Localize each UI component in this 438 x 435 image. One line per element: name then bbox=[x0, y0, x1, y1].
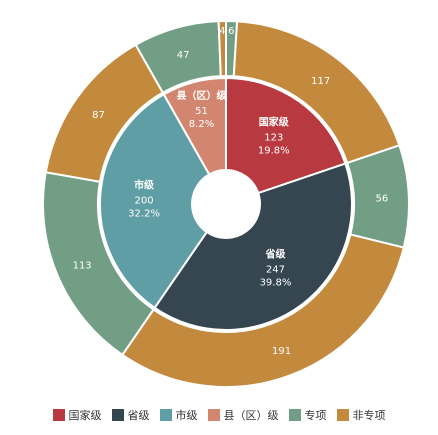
legend-label: 省级 bbox=[127, 409, 150, 422]
inner-slice[interactable] bbox=[225, 76, 347, 195]
legend-swatch bbox=[52, 409, 65, 421]
inner-category-label: 国家级 bbox=[259, 115, 290, 128]
inner-category-label: 县（区）级 bbox=[177, 89, 228, 102]
inner-ring bbox=[99, 76, 353, 331]
outer-value-label: 117 bbox=[311, 76, 330, 87]
legend-item-municipal[interactable]: 市级 bbox=[159, 407, 198, 423]
chart-canvas: 6 117 56 191 113 87 47 4 国家级 123 19.8% 省级 247 39.8% 市级… bbox=[42, 19, 410, 388]
data-labels: 6 117 56 191 113 87 47 4 国家级 123 19.8% 省级 247 39.8% 市级… bbox=[73, 26, 389, 357]
legend-label: 县（区）级 bbox=[223, 409, 279, 422]
legend-swatch bbox=[159, 409, 172, 421]
inner-slice[interactable] bbox=[99, 93, 211, 310]
legend-swatch bbox=[207, 409, 220, 421]
legend-item-provincial[interactable]: 省级 bbox=[111, 407, 150, 423]
legend-swatch bbox=[288, 409, 301, 421]
outer-value-label: 4 bbox=[219, 26, 225, 37]
inner-category-label: 省级 bbox=[264, 247, 286, 260]
outer-slice[interactable] bbox=[217, 19, 227, 78]
legend-label: 专项 bbox=[304, 409, 327, 422]
inner-value-label: 200 bbox=[135, 195, 154, 206]
outer-value-label: 113 bbox=[73, 260, 92, 271]
inner-slice[interactable] bbox=[153, 162, 353, 331]
legend-swatch bbox=[111, 409, 124, 421]
inner-value-label: 51 bbox=[195, 106, 208, 117]
outer-ring bbox=[42, 19, 410, 388]
legend-swatch bbox=[336, 409, 349, 421]
inner-percent-label: 32.2% bbox=[128, 208, 160, 219]
outer-value-label: 87 bbox=[92, 110, 105, 121]
legend-label: 国家级 bbox=[68, 409, 102, 422]
inner-value-label: 123 bbox=[264, 132, 283, 143]
legend-label: 非专项 bbox=[352, 409, 386, 422]
inner-value-label: 247 bbox=[266, 264, 285, 275]
legend-item-county[interactable]: 县（区）级 bbox=[207, 407, 279, 423]
legend-item-nonspecial[interactable]: 非专项 bbox=[336, 407, 386, 423]
legend-label: 市级 bbox=[175, 409, 198, 422]
inner-slice[interactable] bbox=[162, 76, 227, 176]
inner-percent-label: 19.8% bbox=[258, 145, 290, 156]
outer-value-label: 47 bbox=[177, 50, 190, 61]
legend-item-national[interactable]: 国家级 bbox=[52, 407, 102, 423]
outer-value-label: 191 bbox=[272, 346, 291, 357]
outer-slice[interactable] bbox=[120, 233, 405, 388]
inner-category-label: 市级 bbox=[134, 178, 155, 191]
legend: 国家级 省级 市级 县（区）级 专项 非专项 bbox=[0, 404, 438, 426]
outer-value-label: 6 bbox=[228, 26, 234, 37]
outer-value-label: 56 bbox=[375, 193, 388, 204]
legend-item-special[interactable]: 专项 bbox=[288, 407, 327, 423]
inner-percent-label: 8.2% bbox=[189, 119, 214, 130]
inner-percent-label: 39.8% bbox=[260, 277, 292, 288]
